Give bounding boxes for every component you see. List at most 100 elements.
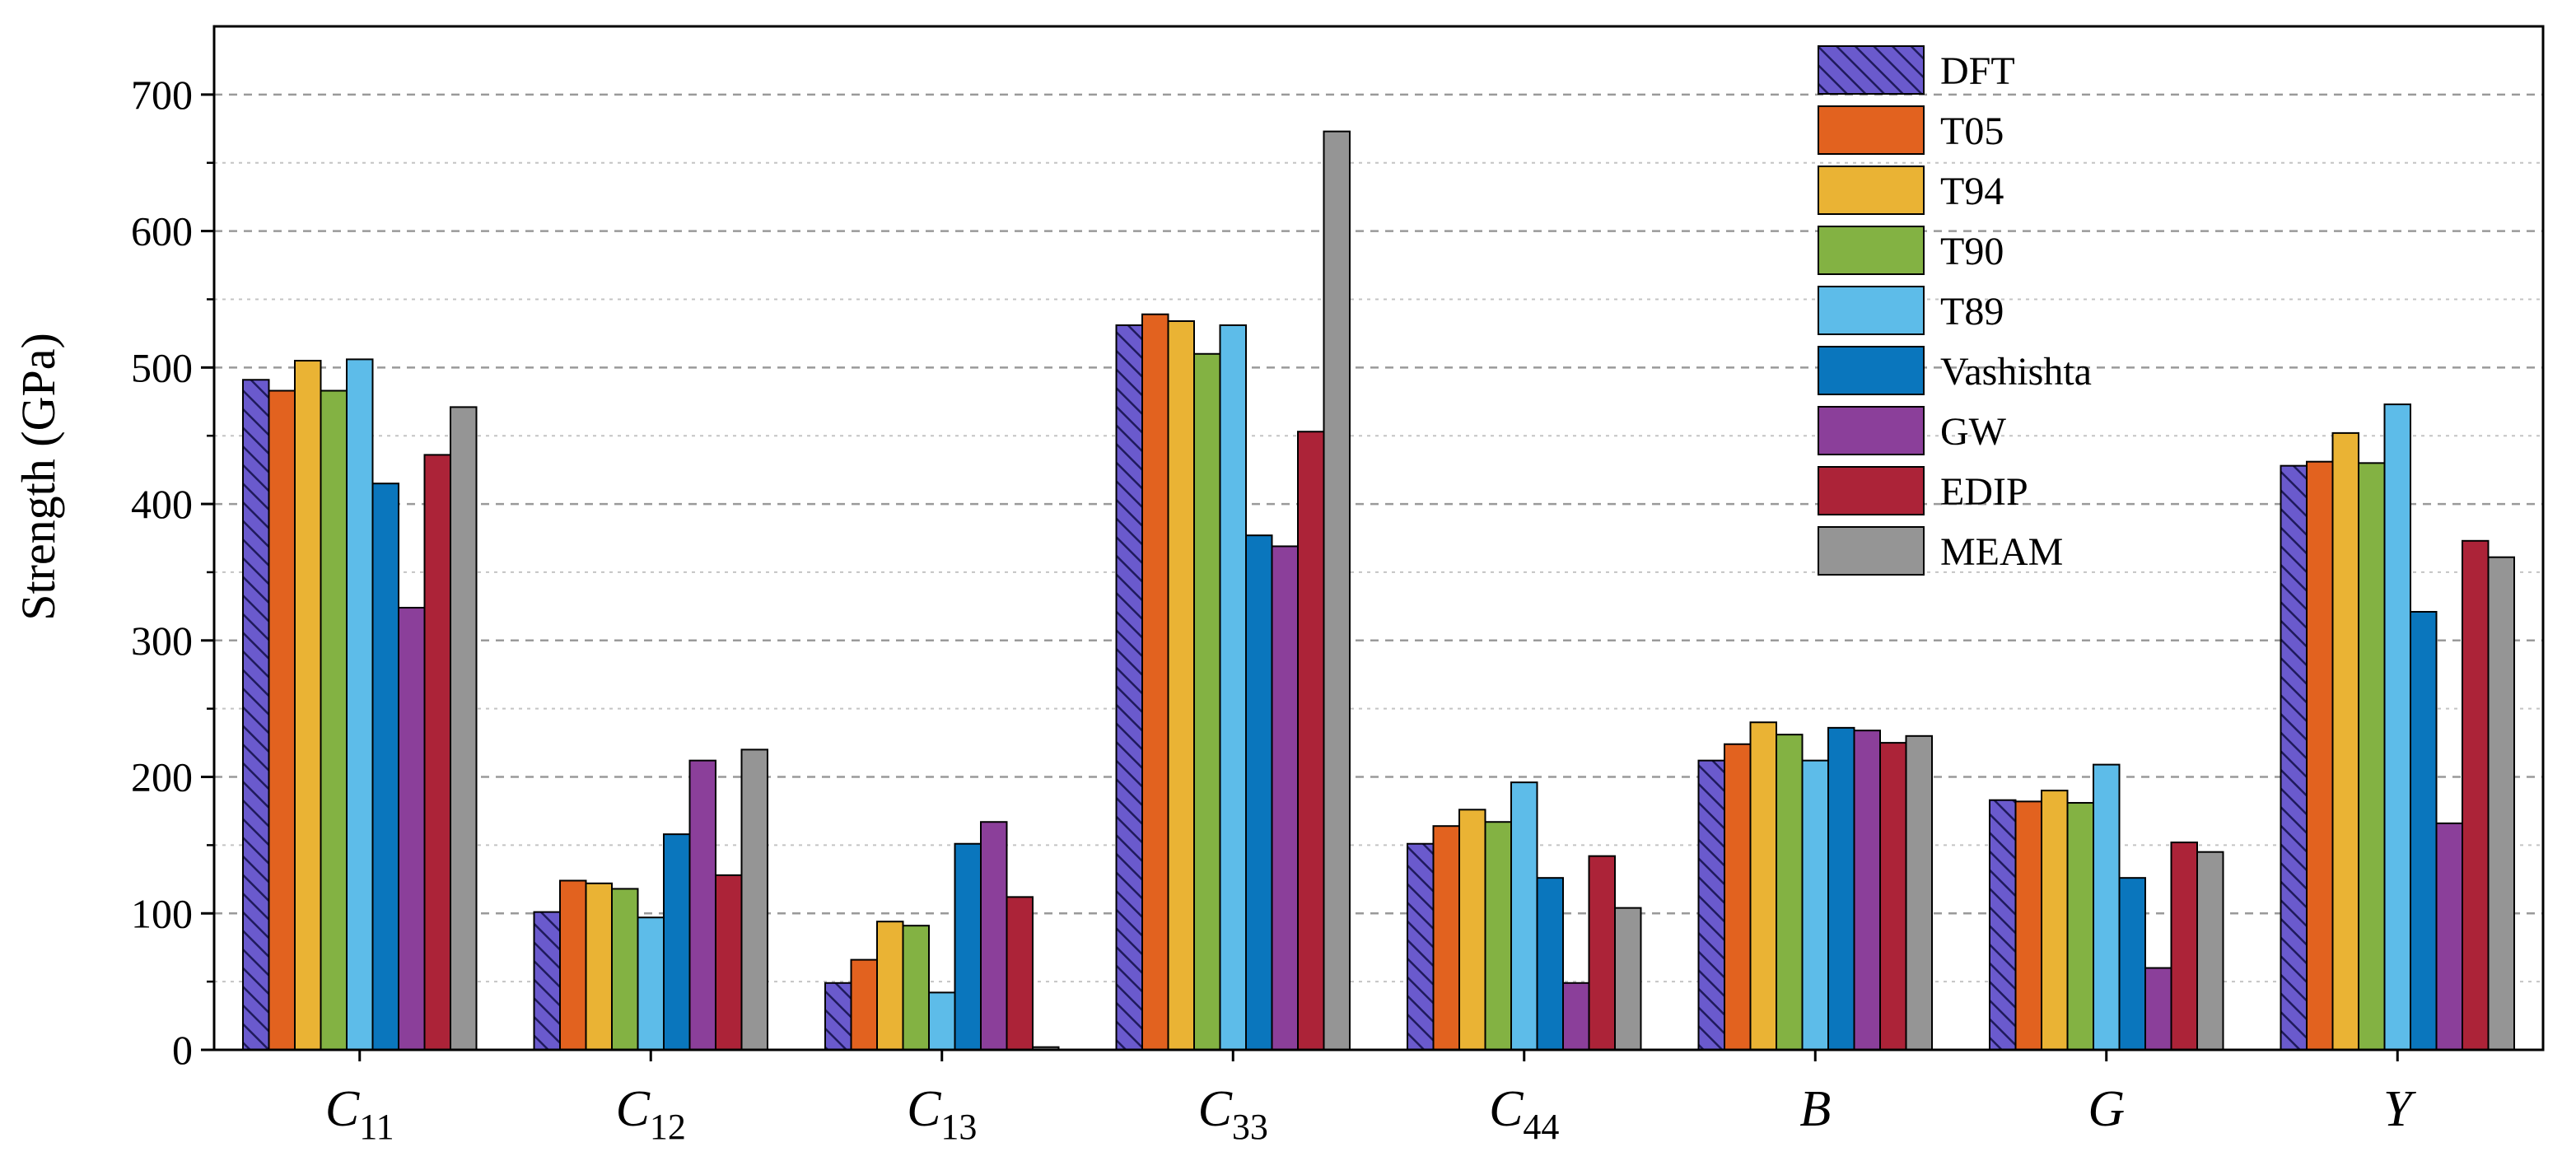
- bar-t05-5: [1724, 743, 1752, 1051]
- legend-label-edip: EDIP: [1940, 470, 2028, 514]
- y-tick-label: 300: [131, 618, 193, 664]
- legend-swatch-meam: [1818, 526, 1925, 576]
- x-tick-label-subscript: 13: [940, 1107, 977, 1147]
- bar-t90-5: [1776, 734, 1804, 1051]
- bar-gw-6: [2144, 967, 2172, 1051]
- bar-edip-0: [423, 454, 451, 1051]
- bar-t94-2: [876, 921, 904, 1051]
- legend-label-t90: T90: [1940, 230, 2004, 273]
- legend-label-gw: GW: [1940, 410, 2007, 454]
- y-tick-label: 0: [172, 1027, 193, 1073]
- bar-t90-7: [2358, 462, 2386, 1051]
- bar-edip-1: [715, 874, 743, 1051]
- y-tick-label: 100: [131, 890, 193, 936]
- grid-lines: [214, 93, 2543, 983]
- bar-t89-2: [928, 991, 956, 1051]
- bar-meam-0: [450, 406, 478, 1051]
- x-tick-label-base: C: [1198, 1081, 1233, 1137]
- y-tick-label: 400: [131, 481, 193, 527]
- bar-vashishta-0: [371, 483, 399, 1051]
- x-tick-label-base: Y: [2383, 1081, 2416, 1137]
- bar-meam-5: [1905, 734, 1933, 1051]
- bar-vashishta-5: [1827, 726, 1855, 1051]
- bar-dft-5: [1697, 759, 1725, 1051]
- bar-edip-7: [2462, 539, 2490, 1051]
- bar-t05-1: [559, 879, 587, 1051]
- bar-edip-5: [1879, 742, 1907, 1051]
- legend-label-vashishta: Vashishta: [1940, 350, 2092, 394]
- y-axis-label: Strength (GPa): [12, 333, 65, 621]
- bar-gw-0: [398, 607, 426, 1051]
- x-tick-label-subscript: 33: [1232, 1107, 1268, 1147]
- x-tick-label-subscript: 12: [650, 1107, 686, 1147]
- legend-swatch-t05: [1818, 105, 1925, 155]
- bar-vashishta-3: [1245, 534, 1273, 1051]
- bar-t94-4: [1458, 809, 1486, 1051]
- x-tick-label: G: [2088, 1081, 2125, 1137]
- bar-t94-0: [294, 360, 322, 1051]
- bar-t90-0: [320, 389, 348, 1051]
- bar-t89-3: [1219, 324, 1247, 1051]
- bar-gw-4: [1562, 981, 1590, 1051]
- bar-t89-7: [2383, 403, 2411, 1051]
- legend-swatch-t90: [1818, 226, 1925, 275]
- bar-gw-7: [2435, 822, 2463, 1051]
- bar-dft-1: [533, 911, 561, 1051]
- bar-meam-4: [1614, 907, 1642, 1051]
- x-tick-label-base: C: [325, 1081, 360, 1137]
- bar-gw-2: [980, 821, 1008, 1051]
- bar-vashishta-4: [1536, 877, 1564, 1051]
- bar-vashishta-6: [2118, 877, 2146, 1051]
- bar-t90-1: [611, 888, 639, 1051]
- bar-meam-7: [2487, 556, 2515, 1051]
- bar-gw-5: [1853, 730, 1881, 1051]
- x-tick-label: C33: [1198, 1081, 1268, 1147]
- legend-swatch-dft: [1818, 45, 1925, 95]
- y-tick-label: 500: [131, 344, 193, 390]
- bar-t90-6: [2066, 802, 2094, 1051]
- bar-t94-6: [2041, 790, 2069, 1051]
- x-tick-label: Y: [2383, 1081, 2416, 1137]
- bar-meam-1: [740, 748, 768, 1051]
- bar-dft-3: [1115, 324, 1143, 1051]
- bar-t89-4: [1510, 781, 1538, 1051]
- bar-t89-0: [346, 358, 374, 1051]
- bar-dft-6: [1989, 799, 2017, 1051]
- legend-swatch-gw: [1818, 406, 1925, 455]
- bar-t94-5: [1749, 721, 1777, 1051]
- bar-t89-1: [637, 916, 665, 1051]
- x-tick-labels: C11 C12 C13 C33 C44 B G Y: [325, 1081, 2416, 1147]
- bar-dft-4: [1407, 842, 1435, 1051]
- legend-swatch-vashishta: [1818, 346, 1925, 395]
- bar-meam-6: [2196, 851, 2224, 1051]
- bar-t90-2: [902, 925, 930, 1051]
- x-tick-label: C44: [1489, 1081, 1559, 1147]
- legend-swatch-t89: [1818, 286, 1925, 335]
- legend: DFT T05 T94 T90 T89 Vashishta GW EDIP MEAM: [1818, 45, 2092, 576]
- bar-dft-2: [824, 981, 852, 1051]
- bar-edip-6: [2170, 842, 2198, 1051]
- bar-edip-3: [1297, 431, 1325, 1051]
- legend-label-t05: T05: [1940, 110, 2004, 153]
- bar-t05-4: [1432, 825, 1460, 1051]
- bar-edip-2: [1006, 896, 1034, 1051]
- x-tick-label-subscript: 44: [1523, 1107, 1559, 1147]
- x-tick-label-base: G: [2088, 1081, 2125, 1137]
- x-tick-label-subscript: 11: [359, 1107, 394, 1147]
- bar-vashishta-2: [954, 842, 982, 1051]
- bar-t94-3: [1167, 319, 1195, 1051]
- bar-t05-2: [850, 958, 878, 1051]
- bar-dft-0: [242, 379, 270, 1051]
- bar-gw-3: [1271, 545, 1299, 1051]
- bar-edip-4: [1588, 855, 1616, 1051]
- x-tick-label-base: C: [907, 1081, 941, 1137]
- y-tick-labels: 0 100 200 300 400 500 600 700: [131, 72, 193, 1073]
- axes: [201, 25, 2545, 1061]
- bar-t05-0: [268, 389, 296, 1051]
- x-tick-label: B: [1799, 1081, 1831, 1137]
- bar-t90-3: [1193, 352, 1221, 1051]
- bar-gw-1: [688, 759, 716, 1051]
- bars: [242, 130, 2515, 1051]
- legend-label-t94: T94: [1940, 170, 2004, 213]
